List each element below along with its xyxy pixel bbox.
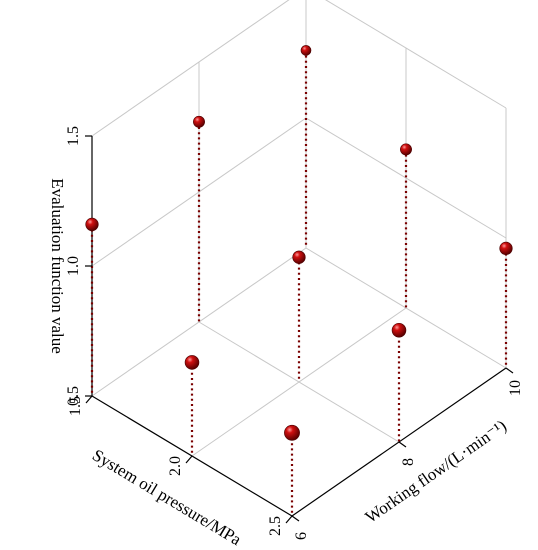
z-tick-label: 0.5 xyxy=(65,386,82,406)
y-tick-label: 8 xyxy=(400,458,417,466)
x-tick xyxy=(285,515,293,524)
tick-labels: 1.5 2.0 2.5 6 8 10 0.5 1.0 1.5 xyxy=(65,126,524,540)
stems xyxy=(90,50,508,516)
z-tick-label: 1.0 xyxy=(65,256,82,276)
data-point xyxy=(284,424,300,441)
y-tick-label: 10 xyxy=(507,380,524,396)
data-points xyxy=(85,45,513,441)
y-tick xyxy=(291,515,300,522)
grid-line xyxy=(305,117,507,239)
grid-line xyxy=(198,321,400,443)
x-tick xyxy=(185,455,193,464)
data-point xyxy=(85,217,99,231)
y-tick xyxy=(398,441,407,448)
data-point xyxy=(499,241,513,255)
z-axis-label: Evaluation function value xyxy=(48,178,67,354)
grid-line xyxy=(91,117,307,267)
data-point xyxy=(184,355,200,370)
x-tick-label: 1.5 xyxy=(67,396,84,416)
data-point xyxy=(391,322,407,338)
data-point xyxy=(193,115,205,128)
y-tick xyxy=(505,367,514,374)
grid-lines xyxy=(91,0,507,457)
data-point xyxy=(300,45,312,56)
x-tick xyxy=(85,395,93,404)
box-edge xyxy=(91,247,307,397)
box-edge xyxy=(305,247,507,369)
z-tick-label: 1.5 xyxy=(65,126,82,146)
box-edge xyxy=(91,0,290,137)
data-point xyxy=(400,143,412,156)
x-tick-label: 2.5 xyxy=(267,516,284,536)
x-tick-label: 2.0 xyxy=(167,456,184,476)
y-tick-label: 6 xyxy=(293,532,310,540)
data-point xyxy=(292,250,306,264)
box-edge xyxy=(325,0,507,109)
